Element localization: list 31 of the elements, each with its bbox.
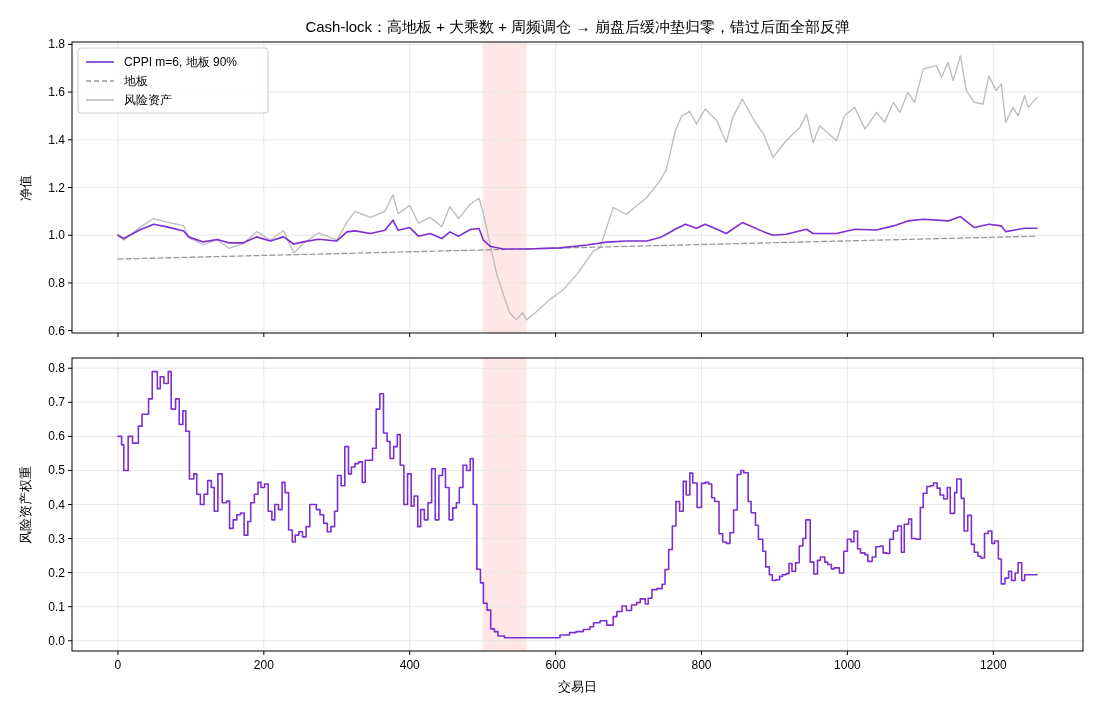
x-tick-label: 1000 [834, 658, 862, 672]
x-tick-label: 400 [399, 658, 421, 672]
y-tick-label: 1.8 [48, 37, 66, 52]
legend-label: 地板 [123, 74, 148, 88]
chart-title: Cash-lock：高地板 + 大乘数 + 周频调仓 → 崩盘后缓冲垫归零，错过后面全部反弹 [305, 18, 850, 35]
y-tick-label: 0.1 [48, 599, 66, 614]
y-tick-label: 0.8 [48, 275, 66, 290]
x-axis-title: 交易日 [558, 679, 597, 694]
y-tick-label: 0.3 [48, 531, 66, 546]
legend-label: 风险资产 [124, 93, 172, 107]
y-tick-label: 0.0 [48, 633, 66, 648]
y-axis-title: 净值 [18, 174, 33, 201]
legend-label: CPPI m=6, 地板 90% [124, 55, 238, 69]
y-tick-label: 0.2 [48, 565, 66, 580]
y-tick-label: 1.6 [48, 85, 66, 100]
x-tick-label: 800 [691, 658, 712, 672]
x-tick-label: 0 [114, 658, 122, 672]
y-tick-label: 0.8 [48, 361, 66, 376]
y-axis-title: 风险资产权重 [18, 465, 33, 544]
x-tick-label: 200 [253, 658, 275, 672]
line-series [117, 215, 1038, 250]
y-tick-label: 1.4 [48, 132, 66, 147]
y-tick-label: 0.7 [48, 395, 66, 410]
x-tick-label: 600 [545, 658, 566, 672]
y-tick-label: 0.6 [48, 323, 66, 338]
y-tick-label: 1.0 [48, 228, 66, 243]
y-tick-label: 0.5 [48, 463, 66, 478]
y-tick-label: 0.6 [48, 429, 66, 444]
x-tick-label: 1200 [979, 658, 1007, 672]
y-tick-label: 0.4 [48, 497, 66, 512]
y-tick-label: 1.2 [48, 180, 66, 195]
